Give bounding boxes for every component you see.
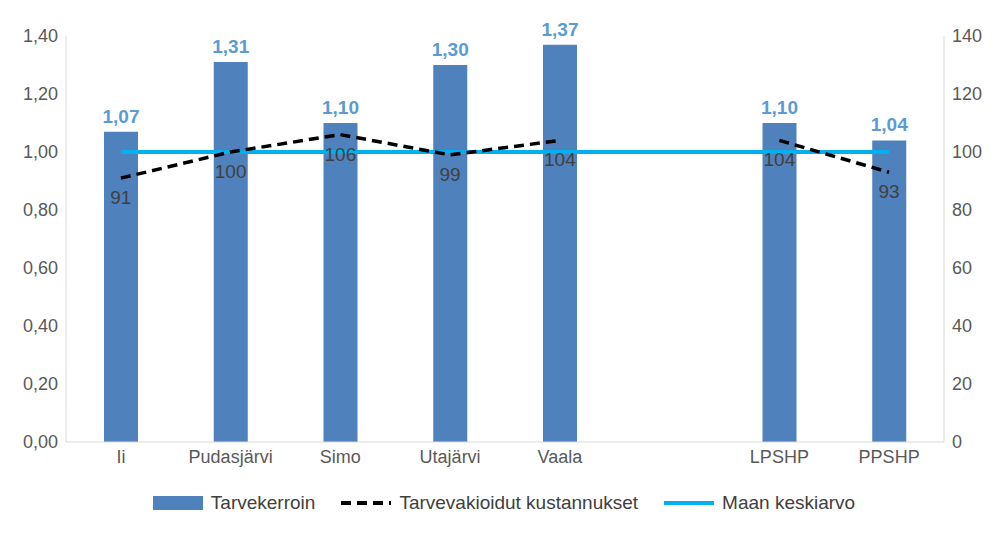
svg-text:1,40: 1,40	[23, 26, 58, 46]
svg-text:1,10: 1,10	[761, 97, 798, 118]
svg-text:80: 80	[952, 200, 972, 220]
html-text:Maan keskiarvo: Maan keskiarvo	[722, 492, 856, 513]
svg-text:0,80: 0,80	[23, 200, 58, 220]
svg-text:0,60: 0,60	[23, 258, 58, 278]
html-text:Tarvevakioidut kustannukset: Tarvevakioidut kustannukset	[399, 492, 639, 513]
svg-text:0,40: 0,40	[23, 316, 58, 336]
svg-text:Simo: Simo	[320, 447, 361, 467]
svg-text:1,30: 1,30	[432, 39, 469, 60]
svg-text:100: 100	[215, 161, 247, 182]
svg-text:0,20: 0,20	[23, 374, 58, 394]
svg-text:0,00: 0,00	[23, 432, 58, 452]
svg-text:104: 104	[764, 149, 796, 170]
svg-text:1,10: 1,10	[322, 97, 359, 118]
svg-text:1,04: 1,04	[871, 114, 908, 135]
svg-text:1,20: 1,20	[23, 84, 58, 104]
svg-text:Ii: Ii	[116, 447, 125, 467]
html-text:Tarvekerroin: Tarvekerroin	[210, 492, 316, 513]
svg-text:120: 120	[952, 84, 982, 104]
svg-text:PPSHP: PPSHP	[859, 447, 920, 467]
svg-text:1,31: 1,31	[212, 36, 249, 57]
svg-text:20: 20	[952, 374, 972, 394]
svg-text:99: 99	[440, 164, 461, 185]
svg-text:Pudasjärvi: Pudasjärvi	[189, 447, 273, 467]
svg-text:104: 104	[544, 149, 576, 170]
svg-text:Utajärvi: Utajärvi	[420, 447, 481, 467]
svg-text:60: 60	[952, 258, 972, 278]
svg-text:140: 140	[952, 26, 982, 46]
svg-text:91: 91	[110, 187, 131, 208]
svg-text:0: 0	[952, 432, 962, 452]
svg-text:1,37: 1,37	[542, 19, 579, 40]
svg-text:1,00: 1,00	[23, 142, 58, 162]
svg-text:40: 40	[952, 316, 972, 336]
svg-text:100: 100	[952, 142, 982, 162]
svg-text:Vaala: Vaala	[538, 447, 584, 467]
svg-text:LPSHP: LPSHP	[750, 447, 809, 467]
svg-text:93: 93	[879, 181, 900, 202]
svg-text:106: 106	[325, 144, 357, 165]
svg-text:1,07: 1,07	[103, 106, 140, 127]
